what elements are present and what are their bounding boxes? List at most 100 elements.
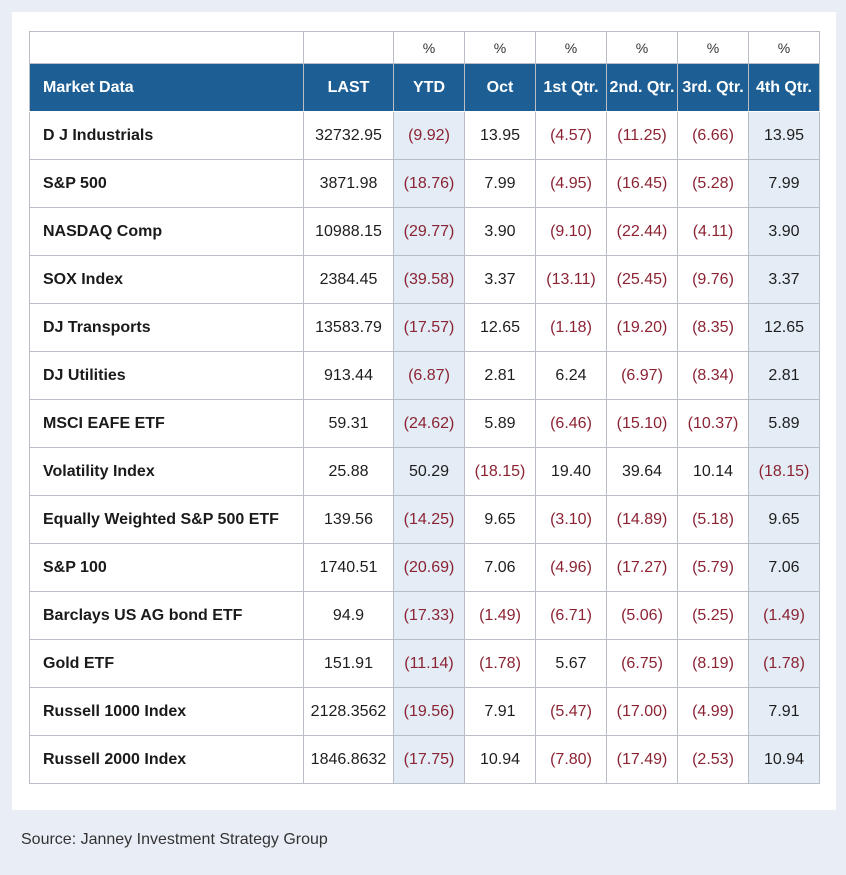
table-cell: 5.89 (748, 399, 820, 448)
table-cell: 3.90 (748, 207, 820, 256)
table-cell: (1.18) (535, 303, 607, 352)
table-cell: 19.40 (535, 447, 607, 496)
header-row: Market Data LAST YTD Oct 1st Qtr. 2nd. Q… (29, 63, 820, 112)
table-row: Volatility Index 25.88 50.29 (18.15) 19.40 39… (29, 447, 820, 496)
row-label: Gold ETF (29, 639, 304, 688)
table-cell: (14.89) (606, 495, 678, 544)
table-cell: 59.31 (303, 399, 394, 448)
table-cell: (19.56) (393, 687, 465, 736)
table-cell: 913.44 (303, 351, 394, 400)
table-cell: 10.14 (677, 447, 749, 496)
table-cell: (17.75) (393, 735, 465, 784)
table-cell: (24.62) (393, 399, 465, 448)
table-cell: (22.44) (606, 207, 678, 256)
table-cell: 2128.3562 (303, 687, 394, 736)
unit-cell: % (393, 31, 465, 64)
table-cell: 12.65 (748, 303, 820, 352)
table-cell: 5.67 (535, 639, 607, 688)
table-cell: 5.89 (464, 399, 536, 448)
table-cell: (6.66) (677, 111, 749, 160)
table-cell: (6.71) (535, 591, 607, 640)
table-cell: (3.10) (535, 495, 607, 544)
market-data-table: % % % % % % Market Data LAST YTD Oct 1st… (29, 31, 820, 784)
table-cell: (29.77) (393, 207, 465, 256)
table-cell: (17.57) (393, 303, 465, 352)
table-cell: 10.94 (464, 735, 536, 784)
table-cell: 32732.95 (303, 111, 394, 160)
table-cell: 13583.79 (303, 303, 394, 352)
table-cell: 12.65 (464, 303, 536, 352)
unit-cell-blank (29, 31, 304, 64)
column-header-q2: 2nd. Qtr. (606, 63, 678, 112)
table-cell: 1740.51 (303, 543, 394, 592)
table-cell: (17.27) (606, 543, 678, 592)
table-cell: 9.65 (748, 495, 820, 544)
column-header-q4: 4th Qtr. (748, 63, 820, 112)
table-cell: (5.18) (677, 495, 749, 544)
table-cell: (5.28) (677, 159, 749, 208)
table-cell: 7.06 (464, 543, 536, 592)
table-cell: 7.99 (748, 159, 820, 208)
row-label: MSCI EAFE ETF (29, 399, 304, 448)
table-cell: 7.91 (464, 687, 536, 736)
table-cell: (7.80) (535, 735, 607, 784)
table-cell: (11.25) (606, 111, 678, 160)
row-label: Volatility Index (29, 447, 304, 496)
table-row: Russell 1000 Index 2128.3562 (19.56) 7.91 (5… (29, 687, 820, 736)
column-header-q3: 3rd. Qtr. (677, 63, 749, 112)
table-cell: 2384.45 (303, 255, 394, 304)
unit-row: % % % % % % (29, 31, 820, 64)
table-row: SOX Index 2384.45 (39.58) 3.37 (13.11) (25.45… (29, 255, 820, 304)
row-label: S&P 100 (29, 543, 304, 592)
table-cell: (5.47) (535, 687, 607, 736)
table-cell: (2.53) (677, 735, 749, 784)
table-cell: (19.20) (606, 303, 678, 352)
table-row: Equally Weighted S&P 500 ETF 139.56 (14.25… (29, 495, 820, 544)
table-cell: 139.56 (303, 495, 394, 544)
table-cell: 3.37 (748, 255, 820, 304)
table-cell: (6.97) (606, 351, 678, 400)
row-label: DJ Utilities (29, 351, 304, 400)
table-cell: (9.10) (535, 207, 607, 256)
column-header-oct: Oct (464, 63, 536, 112)
table-cell: 13.95 (464, 111, 536, 160)
table-cell: 25.88 (303, 447, 394, 496)
table-cell: (17.49) (606, 735, 678, 784)
table-cell: (1.49) (748, 591, 820, 640)
table-cell: 151.91 (303, 639, 394, 688)
table-cell: (5.25) (677, 591, 749, 640)
column-header-last: LAST (303, 63, 394, 112)
table-cell: (6.46) (535, 399, 607, 448)
table-cell: 13.95 (748, 111, 820, 160)
market-data-panel: % % % % % % Market Data LAST YTD Oct 1st… (12, 12, 836, 810)
table-row: DJ Utilities 913.44 (6.87) 2.81 6.24 (6.97) (8… (29, 351, 820, 400)
table-row: NASDAQ Comp 10988.15 (29.77) 3.90 (9.10) (22.… (29, 207, 820, 256)
table-row: Gold ETF 151.91 (11.14) (1.78) 5.67 (6.75) (8.… (29, 639, 820, 688)
unit-cell (303, 31, 394, 64)
column-header-q1: 1st Qtr. (535, 63, 607, 112)
table-cell: 1846.8632 (303, 735, 394, 784)
table-cell: 2.81 (748, 351, 820, 400)
row-label: Barclays US AG bond ETF (29, 591, 304, 640)
table-cell: 7.91 (748, 687, 820, 736)
table-cell: 3871.98 (303, 159, 394, 208)
table-row: S&P 500 3871.98 (18.76) 7.99 (4.95) (16.45) (5… (29, 159, 820, 208)
table-cell: 7.06 (748, 543, 820, 592)
source-note: Source: Janney Investment Strategy Group (21, 831, 328, 848)
table-cell: (8.34) (677, 351, 749, 400)
table-cell: (5.79) (677, 543, 749, 592)
table-cell: (4.99) (677, 687, 749, 736)
table-cell: 3.37 (464, 255, 536, 304)
table-cell: 10988.15 (303, 207, 394, 256)
table-cell: (18.15) (464, 447, 536, 496)
table-cell: (17.33) (393, 591, 465, 640)
unit-cell: % (464, 31, 536, 64)
table-body: % % % % % % Market Data LAST YTD Oct 1st… (29, 31, 820, 784)
row-label: S&P 500 (29, 159, 304, 208)
table-cell: 10.94 (748, 735, 820, 784)
row-label: Russell 1000 Index (29, 687, 304, 736)
table-cell: (15.10) (606, 399, 678, 448)
table-cell: (6.75) (606, 639, 678, 688)
table-cell: (4.57) (535, 111, 607, 160)
table-row: Russell 2000 Index 1846.8632 (17.75) 10.94(… (29, 735, 820, 784)
